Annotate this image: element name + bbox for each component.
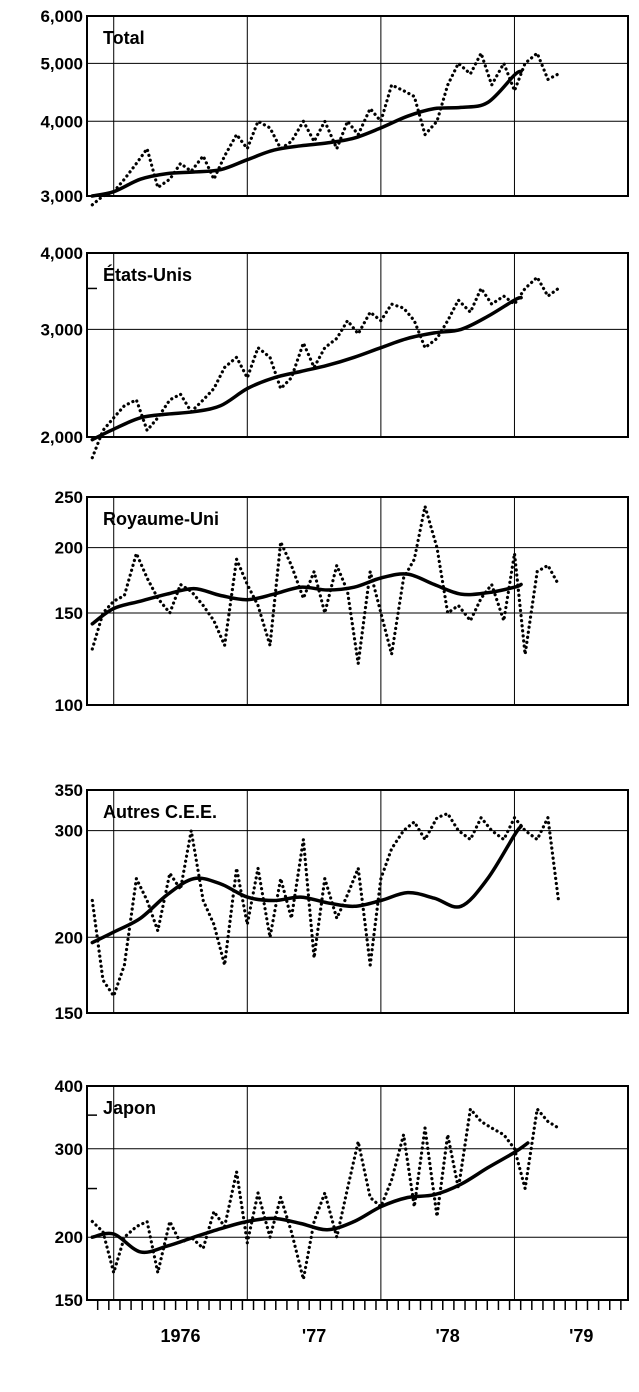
panel-total: 3,000 4,000 5,000 6,000 Total	[40, 7, 629, 207]
plot-frame	[86, 15, 629, 197]
monthly-dotted-line	[90, 812, 561, 998]
trend-line	[90, 295, 523, 442]
chart-panels: 3,000 4,000 5,000 6,000 Total 2,000 3,000 4,000…	[40, 7, 629, 1310]
panel-title: Royaume-Uni	[103, 509, 219, 529]
y-tick-label: 4,000	[40, 112, 83, 131]
y-tick-label: 2,000	[40, 428, 83, 447]
plot-frame	[86, 252, 629, 438]
plot-frame	[86, 1085, 629, 1301]
x-tick-label: 1976	[160, 1326, 200, 1346]
y-tick-label: 350	[55, 781, 83, 800]
y-tick-label: 200	[55, 539, 83, 558]
y-tick-label: 300	[55, 822, 83, 841]
y-tick-label: 3,000	[40, 320, 83, 339]
monthly-dotted-line	[90, 275, 561, 460]
y-tick-label: 300	[55, 1140, 83, 1159]
x-tick-label: '77	[302, 1326, 326, 1346]
panel-japon: 150 200 300 400 Japon	[55, 1077, 629, 1310]
y-tick-label: 200	[55, 928, 83, 947]
panel-autres-c-e-e: 150 200 300 350 Autres C.E.E.	[55, 781, 629, 1023]
y-tick-label: 250	[55, 488, 83, 507]
y-tick-label: 400	[55, 1077, 83, 1096]
monthly-dotted-line	[90, 504, 561, 666]
panel-title: États-Unis	[103, 264, 192, 285]
y-tick-label: 4,000	[40, 244, 83, 263]
y-tick-label: 200	[55, 1228, 83, 1247]
x-tick-label: '79	[569, 1326, 593, 1346]
monthly-dotted-line	[90, 1107, 561, 1281]
y-tick-label: 150	[55, 1004, 83, 1023]
x-tick-label: '78	[436, 1326, 460, 1346]
y-tick-label: 150	[55, 604, 83, 623]
plot-frame	[86, 789, 629, 1014]
panel-etats-unis: 2,000 3,000 4,000 États-Unis	[40, 244, 629, 460]
trend-line	[90, 69, 523, 198]
trend-line	[90, 572, 523, 626]
y-tick-label: 6,000	[40, 7, 83, 26]
panel-title: Japon	[103, 1098, 156, 1118]
y-tick-label: 150	[55, 1291, 83, 1310]
panel-royaume-uni: 100 150 200 250 Royaume-Uni	[55, 488, 629, 715]
panel-title: Autres C.E.E.	[103, 802, 217, 822]
y-tick-label: 100	[55, 696, 83, 715]
y-tick-label: 3,000	[40, 187, 83, 206]
plot-frame	[86, 496, 629, 706]
y-tick-label: 5,000	[40, 54, 83, 73]
monthly-dotted-line	[90, 51, 561, 207]
panel-title: Total	[103, 28, 145, 48]
x-axis: 1976 '77 '78 '79	[96, 1300, 622, 1346]
